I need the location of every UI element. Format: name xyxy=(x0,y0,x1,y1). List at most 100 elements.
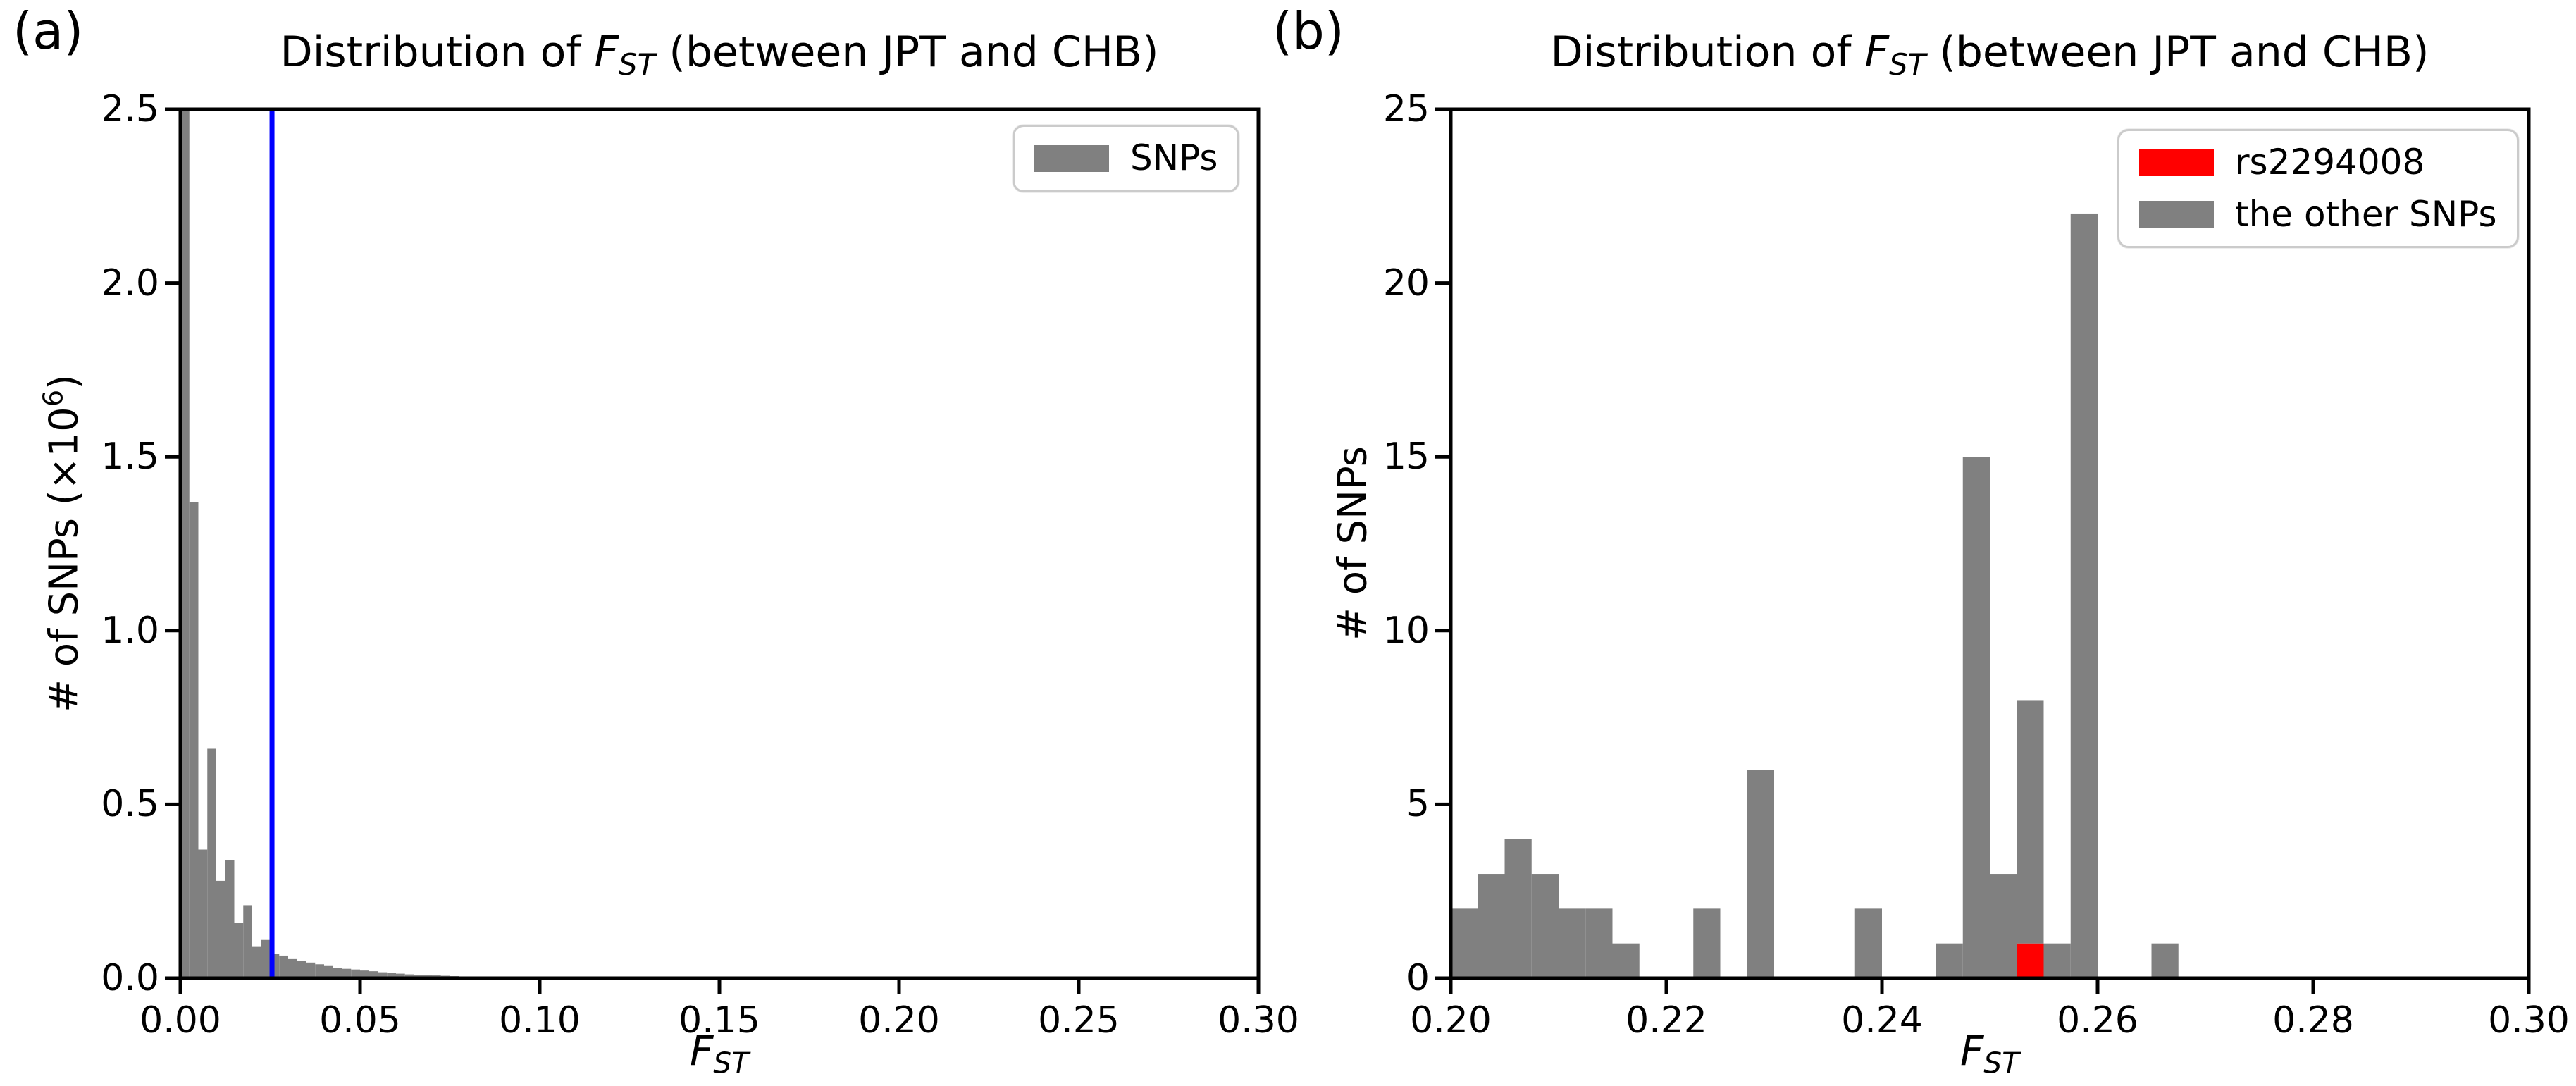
x-tick-label: 0.20 xyxy=(858,999,940,1042)
histogram-bar xyxy=(1990,874,2017,978)
title-sub-st: ST xyxy=(1889,47,1926,82)
histogram-bar xyxy=(1936,943,1963,978)
histogram-bar xyxy=(279,955,288,978)
histogram-bar xyxy=(1531,874,1559,978)
y-tick-label: 10 xyxy=(1382,609,1430,652)
legend-row-rs2294008: rs2294008 xyxy=(2139,142,2497,183)
x-tick-label: 0.22 xyxy=(1626,999,1707,1042)
legend-label-rs2294008: rs2294008 xyxy=(2235,142,2425,183)
legend-row-other-snps: the other SNPs xyxy=(2139,193,2497,235)
histogram-bar xyxy=(378,972,388,978)
histogram-bar xyxy=(1612,943,1640,978)
histogram-bar xyxy=(2017,943,2044,978)
histogram-bar xyxy=(2017,700,2044,944)
legend-b: rs2294008 the other SNPs xyxy=(2117,129,2519,248)
histogram-bar xyxy=(1585,908,1613,978)
histogram-bar xyxy=(297,961,306,978)
histogram-bar xyxy=(333,968,342,978)
ylabel-text: # of SNPs xyxy=(1330,446,1376,641)
title-text: Distribution of xyxy=(1550,27,1865,77)
x-tick-label: 0.15 xyxy=(679,999,760,1042)
histogram-bar xyxy=(1962,457,1990,978)
y-tick-label: 25 xyxy=(1382,88,1430,130)
x-tick-label: 0.20 xyxy=(1410,999,1492,1042)
y-axis-label-a: # of SNPs (×106) xyxy=(37,374,87,712)
legend-swatch-rs2294008 xyxy=(2139,149,2214,176)
plot-border xyxy=(1449,107,2531,980)
histogram-bar xyxy=(1451,908,1478,978)
histogram-bar xyxy=(243,905,252,978)
title-text: (between JPT and CHB) xyxy=(655,27,1159,77)
histogram-bar xyxy=(324,965,333,978)
legend-label-other-snps: the other SNPs xyxy=(2235,193,2497,235)
panel-title-a: Distribution of FST (between JPT and CHB… xyxy=(280,31,1159,80)
histogram-bar xyxy=(1693,908,1721,978)
histogram-bar xyxy=(2151,943,2179,978)
title-math-f: F xyxy=(1864,27,1890,77)
y-tick-label: 1.0 xyxy=(101,609,159,652)
histogram-bar xyxy=(351,969,360,978)
title-text: (between JPT and CHB) xyxy=(1926,27,2429,77)
x-tick-label: 0.00 xyxy=(140,999,221,1042)
histogram-bar xyxy=(198,849,208,978)
xlabel-math-f: F xyxy=(690,1027,714,1075)
x-tick-label: 0.28 xyxy=(2272,999,2354,1042)
plot-border xyxy=(178,107,1261,980)
histogram-bar xyxy=(252,946,261,978)
legend-swatch-other-snps xyxy=(2139,201,2214,228)
histogram-bar xyxy=(369,971,378,978)
histogram-bar xyxy=(360,970,369,978)
ylabel-text: ) xyxy=(41,374,87,390)
xlabel-sub-st: ST xyxy=(713,1046,749,1080)
y-tick-label: 2.0 xyxy=(101,261,159,304)
histogram-bar xyxy=(1478,874,1505,978)
y-tick-label: 0.5 xyxy=(101,783,159,826)
histogram-bar xyxy=(2043,943,2071,978)
y-axis-label-b: # of SNPs xyxy=(1329,446,1376,641)
histogram-bar xyxy=(1559,908,1586,978)
y-tick-label: 2.5 xyxy=(101,88,159,130)
ylabel-superscript: 6 xyxy=(37,389,69,407)
bars-layer-b xyxy=(1451,213,2179,978)
x-tick-label: 0.25 xyxy=(1038,999,1120,1042)
legend-row-snps: SNPs xyxy=(1034,137,1218,179)
x-tick-label: 0.30 xyxy=(2488,999,2570,1042)
histogram-bar xyxy=(216,880,225,978)
y-tick-label: 0.0 xyxy=(101,957,159,999)
y-tick-label: 0 xyxy=(1406,957,1430,999)
histogram-bar xyxy=(1504,839,1532,978)
x-tick-label: 0.10 xyxy=(499,999,581,1042)
x-tick-label: 0.26 xyxy=(2057,999,2138,1042)
y-tick-label: 1.5 xyxy=(101,436,159,479)
x-tick-label: 0.24 xyxy=(1841,999,1923,1042)
legend-label-snps: SNPs xyxy=(1130,137,1218,178)
panel-title-b: Distribution of FST (between JPT and CHB… xyxy=(1551,31,2429,80)
histogram-bar xyxy=(306,962,316,978)
legend-swatch-snps xyxy=(1034,144,1109,172)
histogram-bar xyxy=(1747,770,1774,978)
title-sub-st: ST xyxy=(619,47,656,82)
panel-label-b: (b) xyxy=(1272,1,1344,61)
panel-label-a: (a) xyxy=(13,1,84,61)
histogram-bar xyxy=(1854,908,1882,978)
histogram-bar xyxy=(288,958,297,978)
histogram-bar xyxy=(387,973,396,978)
histogram-bar xyxy=(234,923,244,978)
histogram-bar xyxy=(207,748,216,978)
title-text: Distribution of xyxy=(280,27,595,77)
title-math-f: F xyxy=(594,27,619,77)
x-tick-label: 0.30 xyxy=(1218,999,1299,1042)
histogram-bar xyxy=(342,968,352,978)
histogram-bar xyxy=(404,974,414,978)
x-tick-label: 0.05 xyxy=(319,999,401,1042)
histogram-bar xyxy=(189,502,199,978)
x-axis-label-b: FST xyxy=(1960,1030,2019,1078)
histogram-bar xyxy=(396,973,405,978)
x-axis-label-a: FST xyxy=(690,1030,749,1078)
y-tick-label: 5 xyxy=(1406,783,1430,826)
histogram-bar xyxy=(315,964,324,978)
y-tick-label: 20 xyxy=(1382,261,1430,304)
histogram-bar xyxy=(261,939,271,978)
